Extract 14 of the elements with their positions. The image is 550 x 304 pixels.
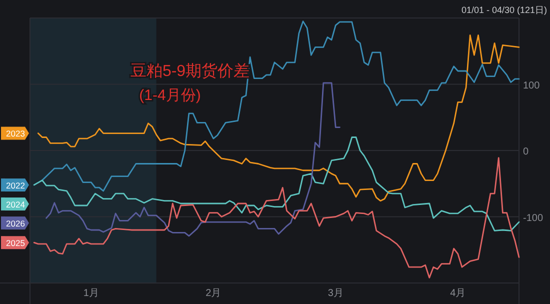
legend-label: 2025 (6, 238, 26, 248)
y-tick-label: 0 (523, 146, 529, 158)
x-tick-label: 4月 (450, 288, 466, 299)
x-tick-label: 3月 (328, 288, 344, 299)
legend-label: 2024 (6, 199, 26, 210)
y-tick-label: 100 (523, 80, 540, 92)
legend-label: 2022 (6, 180, 26, 190)
legend-label: 2026 (6, 218, 26, 228)
text: 01/01 - 04/30 (121日) (461, 5, 547, 15)
x-tick-label: 1月 (83, 288, 99, 299)
y-tick-label: -100 (523, 212, 544, 224)
legend-label: 2023 (6, 128, 26, 139)
text: (1-4月份) (139, 87, 201, 104)
x-tick-label: 2月 (206, 288, 222, 299)
